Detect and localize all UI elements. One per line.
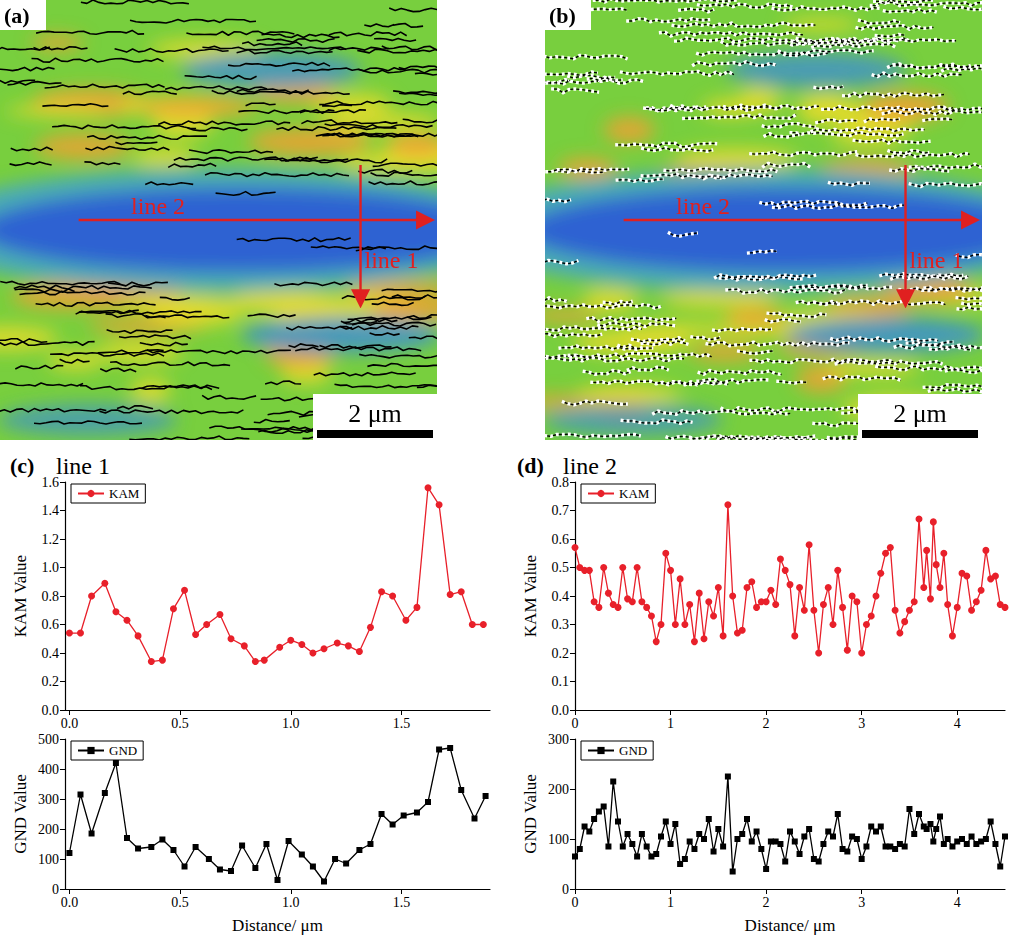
- svg-text:GND: GND: [619, 743, 647, 758]
- svg-text:0.0: 0.0: [42, 703, 60, 718]
- svg-text:line 1: line 1: [910, 247, 964, 273]
- svg-text:1.5: 1.5: [393, 716, 411, 731]
- svg-text:4: 4: [954, 895, 961, 910]
- svg-text:KAM Value: KAM Value: [11, 555, 30, 637]
- svg-text:500: 500: [38, 732, 59, 747]
- svg-text:0.7: 0.7: [552, 503, 570, 518]
- svg-text:300: 300: [548, 732, 569, 747]
- svg-text:0.4: 0.4: [42, 646, 60, 661]
- svg-text:(a): (a): [4, 3, 30, 28]
- svg-text:KAM: KAM: [109, 486, 140, 501]
- svg-text:2: 2: [763, 895, 770, 910]
- svg-text:4: 4: [954, 716, 961, 731]
- svg-text:0.6: 0.6: [552, 532, 570, 547]
- svg-text:0: 0: [52, 882, 59, 897]
- svg-text:1.0: 1.0: [282, 716, 300, 731]
- svg-text:1.4: 1.4: [42, 503, 60, 518]
- svg-text:0.5: 0.5: [171, 716, 189, 731]
- svg-text:KAM Value: KAM Value: [521, 555, 540, 637]
- svg-text:0: 0: [562, 882, 569, 897]
- svg-text:0.6: 0.6: [42, 617, 60, 632]
- svg-text:200: 200: [548, 782, 569, 797]
- svg-text:100: 100: [38, 852, 59, 867]
- svg-text:(b): (b): [549, 3, 576, 28]
- svg-text:0.3: 0.3: [552, 617, 570, 632]
- svg-text:0.5: 0.5: [171, 895, 189, 910]
- svg-text:0.0: 0.0: [61, 716, 79, 731]
- svg-text:1.0: 1.0: [42, 560, 60, 575]
- svg-text:300: 300: [38, 792, 59, 807]
- svg-text:1.5: 1.5: [393, 895, 411, 910]
- svg-text:1.2: 1.2: [42, 532, 60, 547]
- svg-text:line 2: line 2: [563, 453, 617, 479]
- svg-text:(d): (d): [517, 453, 544, 478]
- svg-text:400: 400: [38, 762, 59, 777]
- svg-text:line 2: line 2: [131, 193, 185, 219]
- svg-text:0.5: 0.5: [552, 560, 570, 575]
- svg-text:0.4: 0.4: [552, 589, 570, 604]
- svg-text:GND Value: GND Value: [11, 774, 30, 853]
- svg-text:line 2: line 2: [676, 193, 730, 219]
- svg-text:0.8: 0.8: [551, 474, 569, 490]
- svg-text:2: 2: [763, 716, 770, 731]
- svg-text:1: 1: [667, 895, 674, 910]
- svg-text:line 1: line 1: [365, 247, 419, 273]
- svg-text:1.0: 1.0: [282, 895, 300, 910]
- svg-text:line 1: line 1: [56, 453, 110, 479]
- svg-text:GND Value: GND Value: [521, 774, 540, 853]
- svg-text:0.0: 0.0: [61, 895, 79, 910]
- svg-text:(c): (c): [10, 453, 34, 478]
- svg-text:100: 100: [548, 832, 569, 847]
- svg-text:2 μm: 2 μm: [348, 399, 402, 428]
- svg-text:KAM: KAM: [619, 486, 650, 501]
- svg-text:0.2: 0.2: [42, 674, 60, 689]
- svg-text:3: 3: [858, 716, 865, 731]
- svg-text:1: 1: [667, 716, 674, 731]
- svg-text:0.0: 0.0: [552, 703, 570, 718]
- svg-text:1.6: 1.6: [41, 474, 59, 490]
- svg-text:0: 0: [572, 716, 579, 731]
- svg-text:Distance/ μm: Distance/ μm: [745, 916, 836, 935]
- svg-text:0: 0: [572, 895, 579, 910]
- svg-text:0.8: 0.8: [42, 589, 60, 604]
- svg-text:3: 3: [858, 895, 865, 910]
- svg-text:200: 200: [38, 822, 59, 837]
- svg-text:0.2: 0.2: [552, 646, 570, 661]
- svg-text:2 μm: 2 μm: [893, 399, 947, 428]
- svg-text:GND: GND: [109, 743, 137, 758]
- svg-text:0.1: 0.1: [552, 674, 570, 689]
- svg-text:Distance/ μm: Distance/ μm: [232, 916, 323, 935]
